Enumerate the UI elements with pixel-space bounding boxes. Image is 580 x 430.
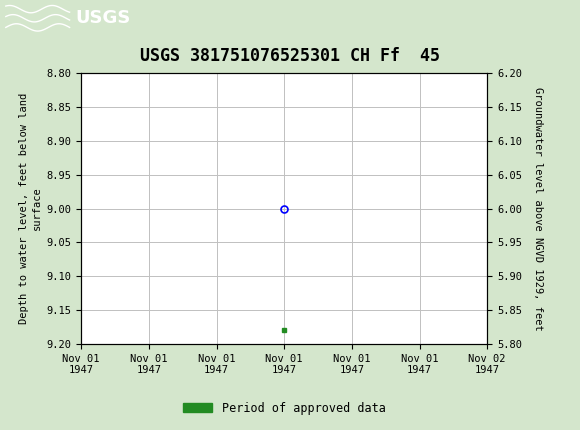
Legend: Period of approved data: Period of approved data <box>178 397 390 419</box>
Y-axis label: Groundwater level above NGVD 1929, feet: Groundwater level above NGVD 1929, feet <box>533 87 543 330</box>
Y-axis label: Depth to water level, feet below land
surface: Depth to water level, feet below land su… <box>19 93 42 324</box>
Text: USGS 381751076525301 CH Ff  45: USGS 381751076525301 CH Ff 45 <box>140 47 440 65</box>
Text: USGS: USGS <box>75 9 130 27</box>
